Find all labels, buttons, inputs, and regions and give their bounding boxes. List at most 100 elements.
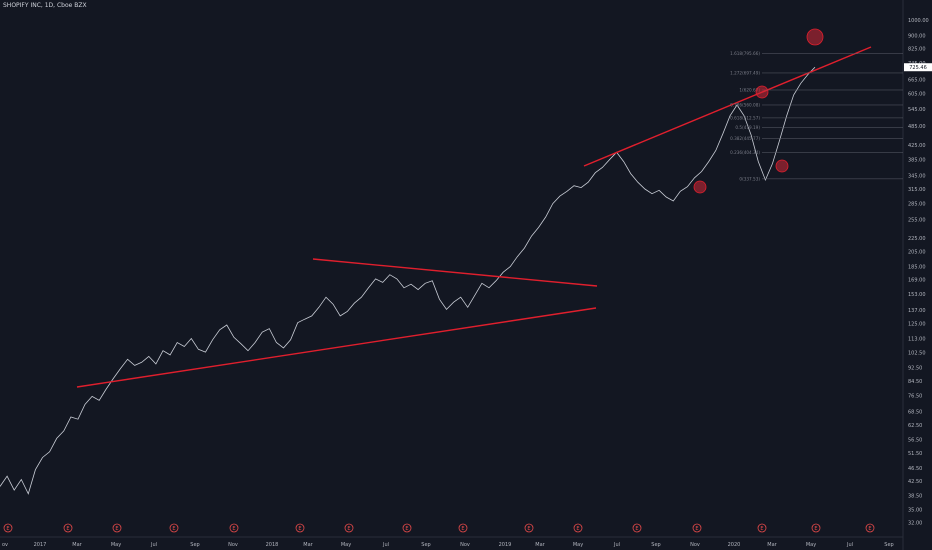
earnings-marker [865,523,875,533]
earnings-marker [757,523,767,533]
time-tick-label: Jul [846,542,853,548]
trendline-lower-support [76,307,597,388]
earnings-marker-label: E [172,526,175,532]
price-tick-label: 62.50 [908,423,922,429]
price-tick-label: 92.50 [908,366,922,372]
earnings-marker-label: E [527,526,530,532]
price-tick-label: 665.00 [908,78,926,84]
earnings-marker [229,523,239,533]
price-tick-label: 38.50 [908,493,922,499]
price-tick-label: 345.00 [908,173,926,179]
time-tick-label: Sep [884,542,893,548]
earnings-marker [811,523,821,533]
earnings-marker [692,523,702,533]
price-tick-label: 545.00 [908,107,926,113]
earnings-marker-label: E [635,526,638,532]
price-tick-label: 385.00 [908,157,926,163]
earnings-marker-label: E [66,526,69,532]
price-tick-label: 35.00 [908,507,922,513]
fib-level-label: 0.618(512.57) [730,115,760,120]
earnings-marker [524,523,534,533]
price-tick-label: 225.00 [908,236,926,242]
price-tick-label: 153.00 [908,292,926,298]
earnings-marker-label: E [461,526,464,532]
earnings-marker-label: E [868,526,871,532]
earnings-marker-label: E [695,526,698,532]
time-tick-label: Mar [303,542,313,548]
time-tick-label: May [806,542,816,548]
price-tick-label: 125.00 [908,322,926,328]
time-tick-label: Jul [613,542,620,548]
price-tick-label: 825.00 [908,46,926,52]
earnings-marker-label: E [115,526,118,532]
price-tick-label: 32.00 [908,520,922,526]
price-tick-label: 169.00 [908,278,926,284]
last-price-label: 725.46 [909,65,927,71]
fib-level-label: 1.272(697.49) [730,70,760,75]
trendline-channel-top [583,46,872,167]
highlight-circle [775,159,789,173]
price-tick-label: 900.00 [908,34,926,40]
earnings-marker-label: E [405,526,408,532]
fib-level-label: 1(620.67) [739,87,760,92]
earnings-marker [295,523,305,533]
price-tick-label: 137.00 [908,308,926,314]
fib-level-label: 0.382(445.77) [730,136,760,141]
earnings-marker-label: E [576,526,579,532]
highlight-circle [693,180,707,194]
time-tick-label: Nov [460,542,470,548]
chart-title: SHOPIFY INC, 1D, Cboe BZX [3,2,87,9]
earnings-marker [402,523,412,533]
earnings-marker [3,523,13,533]
price-tick-label: 255.00 [908,218,926,224]
price-line [0,66,816,495]
time-tick-label: May [111,542,121,548]
price-tick-label: 56.50 [908,437,922,443]
time-tick-label: Sep [651,542,660,548]
fib-level-label: 0.786(560.08) [730,102,760,107]
time-tick-label: 2020 [728,542,741,548]
earnings-marker-label: E [232,526,235,532]
price-tick-label: 425.00 [908,143,926,149]
time-tick-label: Jul [150,542,157,548]
fib-level-label: 1.618(795.66) [730,51,760,56]
price-tick-label: 42.50 [908,479,922,485]
earnings-marker [344,523,354,533]
last-price-box [904,63,932,72]
price-tick-label: 113.00 [908,336,926,342]
time-tick-label: 2018 [266,542,279,548]
fib-level-label: 0(337.53) [739,176,760,181]
price-tick-label: 185.00 [908,264,926,270]
price-tick-label: 285.00 [908,201,926,207]
earnings-marker-label: E [814,526,817,532]
earnings-marker [573,523,583,533]
price-tick-label: 68.50 [908,409,922,415]
time-tick-label: Sep [190,542,199,548]
time-tick-label: Sep [421,542,430,548]
price-tick-label: 76.50 [908,393,922,399]
time-tick-label: Nov [228,542,238,548]
price-tick-label: 46.50 [908,466,922,472]
time-tick-label: 2017 [34,542,47,548]
earnings-marker [458,523,468,533]
time-tick-label: 2019 [499,542,512,548]
earnings-marker-label: E [347,526,350,532]
price-tick-label: 84.50 [908,379,922,385]
price-tick-label: 102.50 [908,351,926,357]
time-tick-label: Mar [535,542,545,548]
fib-level-label: 0.5(479.19) [735,125,760,130]
time-tick-label: May [573,542,583,548]
earnings-marker-label: E [298,526,301,532]
earnings-marker [112,523,122,533]
earnings-marker [632,523,642,533]
trendline-upper-resistance [312,258,598,287]
price-tick-label: 315.00 [908,187,926,193]
earnings-marker [63,523,73,533]
fib-level-label: 0.236(404.34) [730,150,760,155]
highlight-circle [755,85,769,99]
price-tick-label: 485.00 [908,124,926,130]
time-tick-label: Mar [72,542,82,548]
price-tick-label: 205.00 [908,249,926,255]
earnings-marker-label: E [6,526,9,532]
